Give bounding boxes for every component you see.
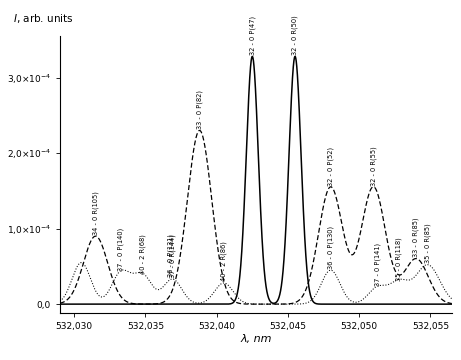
Text: 37 - 0 R(144): 37 - 0 R(144) (169, 234, 176, 278)
Text: 40 - 2 R(86): 40 - 2 R(86) (220, 242, 227, 282)
Text: $I$, arb. units: $I$, arb. units (13, 12, 73, 25)
Text: 32 - 0 P(47): 32 - 0 P(47) (249, 16, 255, 55)
Text: 32 - 0 R(50): 32 - 0 R(50) (292, 15, 298, 55)
Text: 37 - 0 P(141): 37 - 0 P(141) (374, 243, 381, 286)
Text: 36 - 0 P(131): 36 - 0 P(131) (168, 234, 174, 277)
Text: 33 - 0 P(82): 33 - 0 P(82) (196, 90, 203, 129)
Text: 35 - 0 R(118): 35 - 0 R(118) (396, 238, 402, 282)
Text: 33 - 0 R(85): 33 - 0 R(85) (413, 218, 420, 257)
Text: 32 - 0 R(55): 32 - 0 R(55) (370, 146, 377, 185)
Text: 37 - 0 P(140): 37 - 0 P(140) (118, 228, 124, 271)
Text: 36 - 0 P(130): 36 - 0 P(130) (327, 225, 334, 269)
Text: 40 - 2 R(68): 40 - 2 R(68) (139, 234, 146, 274)
Text: 35 - 0 R(85): 35 - 0 R(85) (424, 224, 431, 264)
Text: 34 - 0 R(105): 34 - 0 R(105) (92, 191, 99, 235)
X-axis label: λ, nm: λ, nm (240, 334, 272, 344)
Text: 32 - 0 P(52): 32 - 0 P(52) (327, 147, 334, 185)
